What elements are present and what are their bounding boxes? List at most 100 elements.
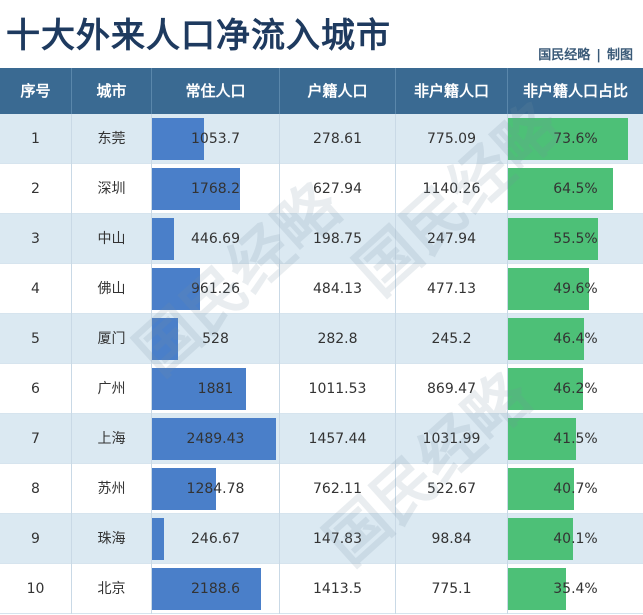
header-ratio: 非户籍人口占比	[522, 82, 628, 100]
resident-value: 528	[202, 331, 229, 347]
ratio-value: 46.4%	[553, 331, 598, 347]
cell-registered: 198.75	[280, 214, 396, 264]
table-row: 6 广州 1881 1011.53 869.47 46.2%	[0, 364, 643, 414]
cell-rank: 4	[0, 264, 72, 314]
resident-bar	[152, 518, 164, 560]
cell-resident: 2489.43	[152, 414, 280, 464]
cell-resident: 1881	[152, 364, 280, 414]
cell-non-registered: 1140.26	[396, 164, 508, 214]
resident-value: 1768.2	[191, 181, 240, 197]
cell-city: 东莞	[72, 114, 152, 164]
resident-bar	[152, 468, 216, 510]
cell-registered: 1011.53	[280, 364, 396, 414]
ratio-bar	[508, 218, 598, 260]
table-row: 7 上海 2489.43 1457.44 1031.99 41.5%	[0, 414, 643, 464]
resident-value: 1881	[197, 381, 234, 397]
cell-ratio: 46.2%	[508, 364, 643, 414]
cell-non-registered: 869.47	[396, 364, 508, 414]
header-resident: 常住人口	[152, 68, 280, 114]
cell-registered: 278.61	[280, 114, 396, 164]
cell-registered: 1413.5	[280, 564, 396, 614]
header-non-registered: 非户籍人口	[396, 68, 508, 114]
table-row: 9 珠海 246.67 147.83 98.84 40.1%	[0, 514, 643, 564]
cell-registered: 762.11	[280, 464, 396, 514]
cell-city: 深圳	[72, 164, 152, 214]
cell-city: 上海	[72, 414, 152, 464]
resident-value: 446.69	[191, 231, 240, 247]
table-header: 序号 城市 常住人口 户籍人口 非户籍人口 非户籍人口占比	[0, 68, 643, 114]
data-table: 序号 城市 常住人口 户籍人口 非户籍人口 非户籍人口占比 1 东莞 1053.7 2…	[0, 68, 643, 615]
credit-separator: |	[596, 48, 601, 63]
table-row: 4 佛山 961.26 484.13 477.13 49.6%	[0, 264, 643, 314]
cell-rank: 2	[0, 164, 72, 214]
cell-rank: 6	[0, 364, 72, 414]
cell-rank: 7	[0, 414, 72, 464]
ratio-bar	[508, 268, 589, 310]
table-row: 10 北京 2188.6 1413.5 775.1 35.4%	[0, 564, 643, 614]
cell-city: 中山	[72, 214, 152, 264]
cell-non-registered: 98.84	[396, 514, 508, 564]
resident-bar	[152, 268, 200, 310]
ratio-value: 40.1%	[553, 531, 598, 547]
ratio-bar	[508, 418, 576, 460]
cell-rank: 3	[0, 214, 72, 264]
table-row: 2 深圳 1768.2 627.94 1140.26 64.5%	[0, 164, 643, 214]
ratio-bar	[508, 118, 628, 160]
resident-bar	[152, 568, 261, 610]
header-city: 城市	[72, 68, 152, 114]
ratio-bar	[508, 468, 574, 510]
cell-city: 厦门	[72, 314, 152, 364]
ratio-bar	[508, 368, 583, 410]
cell-resident: 1768.2	[152, 164, 280, 214]
ratio-bar	[508, 568, 566, 610]
table-body: 1 东莞 1053.7 278.61 775.09 73.6% 2 深圳 1768.2 627.9…	[0, 114, 643, 614]
cell-non-registered: 477.13	[396, 264, 508, 314]
cell-resident: 246.67	[152, 514, 280, 564]
cell-ratio: 41.5%	[508, 414, 643, 464]
ratio-value: 49.6%	[553, 281, 598, 297]
cell-resident: 446.69	[152, 214, 280, 264]
cell-rank: 8	[0, 464, 72, 514]
resident-bar	[152, 218, 174, 260]
resident-bar	[152, 318, 178, 360]
table-row: 3 中山 446.69 198.75 247.94 55.5%	[0, 214, 643, 264]
cell-registered: 484.13	[280, 264, 396, 314]
table-row: 5 厦门 528 282.8 245.2 46.4%	[0, 314, 643, 364]
ratio-value: 55.5%	[553, 231, 598, 247]
cell-city: 佛山	[72, 264, 152, 314]
ratio-value: 73.6%	[553, 131, 598, 147]
cell-rank: 5	[0, 314, 72, 364]
credit-action: 制图	[606, 48, 633, 63]
ratio-value: 35.4%	[553, 581, 598, 597]
cell-city: 北京	[72, 564, 152, 614]
chart-header: 十大外来人口净流入城市 国民经略 | 制图	[0, 0, 643, 68]
cell-non-registered: 247.94	[396, 214, 508, 264]
cell-registered: 282.8	[280, 314, 396, 364]
ratio-bar	[508, 168, 613, 210]
ratio-bar	[508, 518, 573, 560]
resident-bar	[152, 368, 246, 410]
ratio-value: 40.7%	[553, 481, 598, 497]
cell-ratio: 55.5%	[508, 214, 643, 264]
table-row: 8 苏州 1284.78 762.11 522.67 40.7%	[0, 464, 643, 514]
cell-ratio: 64.5%	[508, 164, 643, 214]
cell-resident: 961.26	[152, 264, 280, 314]
ratio-value: 64.5%	[553, 181, 598, 197]
cell-registered: 147.83	[280, 514, 396, 564]
ratio-bar	[508, 318, 584, 360]
cell-non-registered: 522.67	[396, 464, 508, 514]
cell-non-registered: 1031.99	[396, 414, 508, 464]
cell-resident: 1284.78	[152, 464, 280, 514]
chart-title: 十大外来人口净流入城市	[6, 16, 391, 56]
cell-registered: 1457.44	[280, 414, 396, 464]
resident-value: 2489.43	[186, 431, 245, 447]
cell-non-registered: 775.09	[396, 114, 508, 164]
cell-rank: 9	[0, 514, 72, 564]
cell-resident: 2188.6	[152, 564, 280, 614]
cell-resident: 1053.7	[152, 114, 280, 164]
cell-ratio: 49.6%	[508, 264, 643, 314]
header-registered: 户籍人口	[280, 68, 396, 114]
credit-line: 国民经略 | 制图	[538, 44, 633, 63]
cell-non-registered: 775.1	[396, 564, 508, 614]
cell-city: 广州	[72, 364, 152, 414]
